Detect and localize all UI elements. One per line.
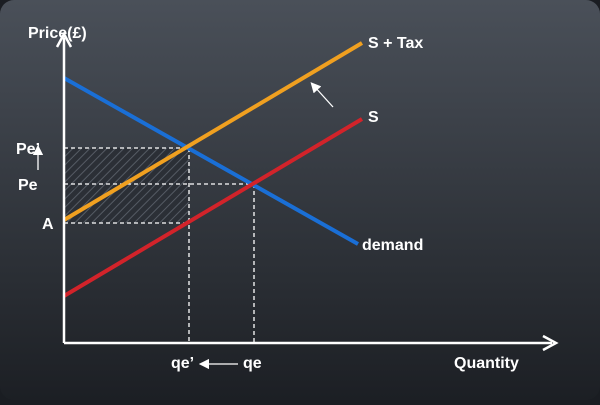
- price-label-pe: Pe: [18, 177, 38, 194]
- x-axis-label: Quantity: [454, 355, 519, 372]
- axes: [55, 31, 559, 352]
- supply-curve: [62, 117, 364, 298]
- demand-curve: [63, 76, 359, 246]
- price-label-a: A: [42, 216, 54, 233]
- supply-label: S: [368, 109, 379, 126]
- y-axis-arrow-icon: [55, 31, 73, 48]
- tax-revenue-area: [64, 148, 189, 223]
- quantity-label-qe: qe: [243, 355, 262, 372]
- supply-tax-curve: [62, 41, 364, 222]
- guide-lines: [64, 147, 255, 343]
- supply-shift-arrow-icon: [310, 82, 334, 108]
- price-label-pe-prime: Pe’: [16, 141, 40, 158]
- demand-label: demand: [362, 237, 423, 254]
- y-axis-label: Price(£): [28, 25, 87, 42]
- x-axis-arrow-icon: [542, 334, 559, 352]
- supply-tax-label: S + Tax: [368, 35, 423, 52]
- quantity-label-qe-prime: qe’: [171, 355, 194, 372]
